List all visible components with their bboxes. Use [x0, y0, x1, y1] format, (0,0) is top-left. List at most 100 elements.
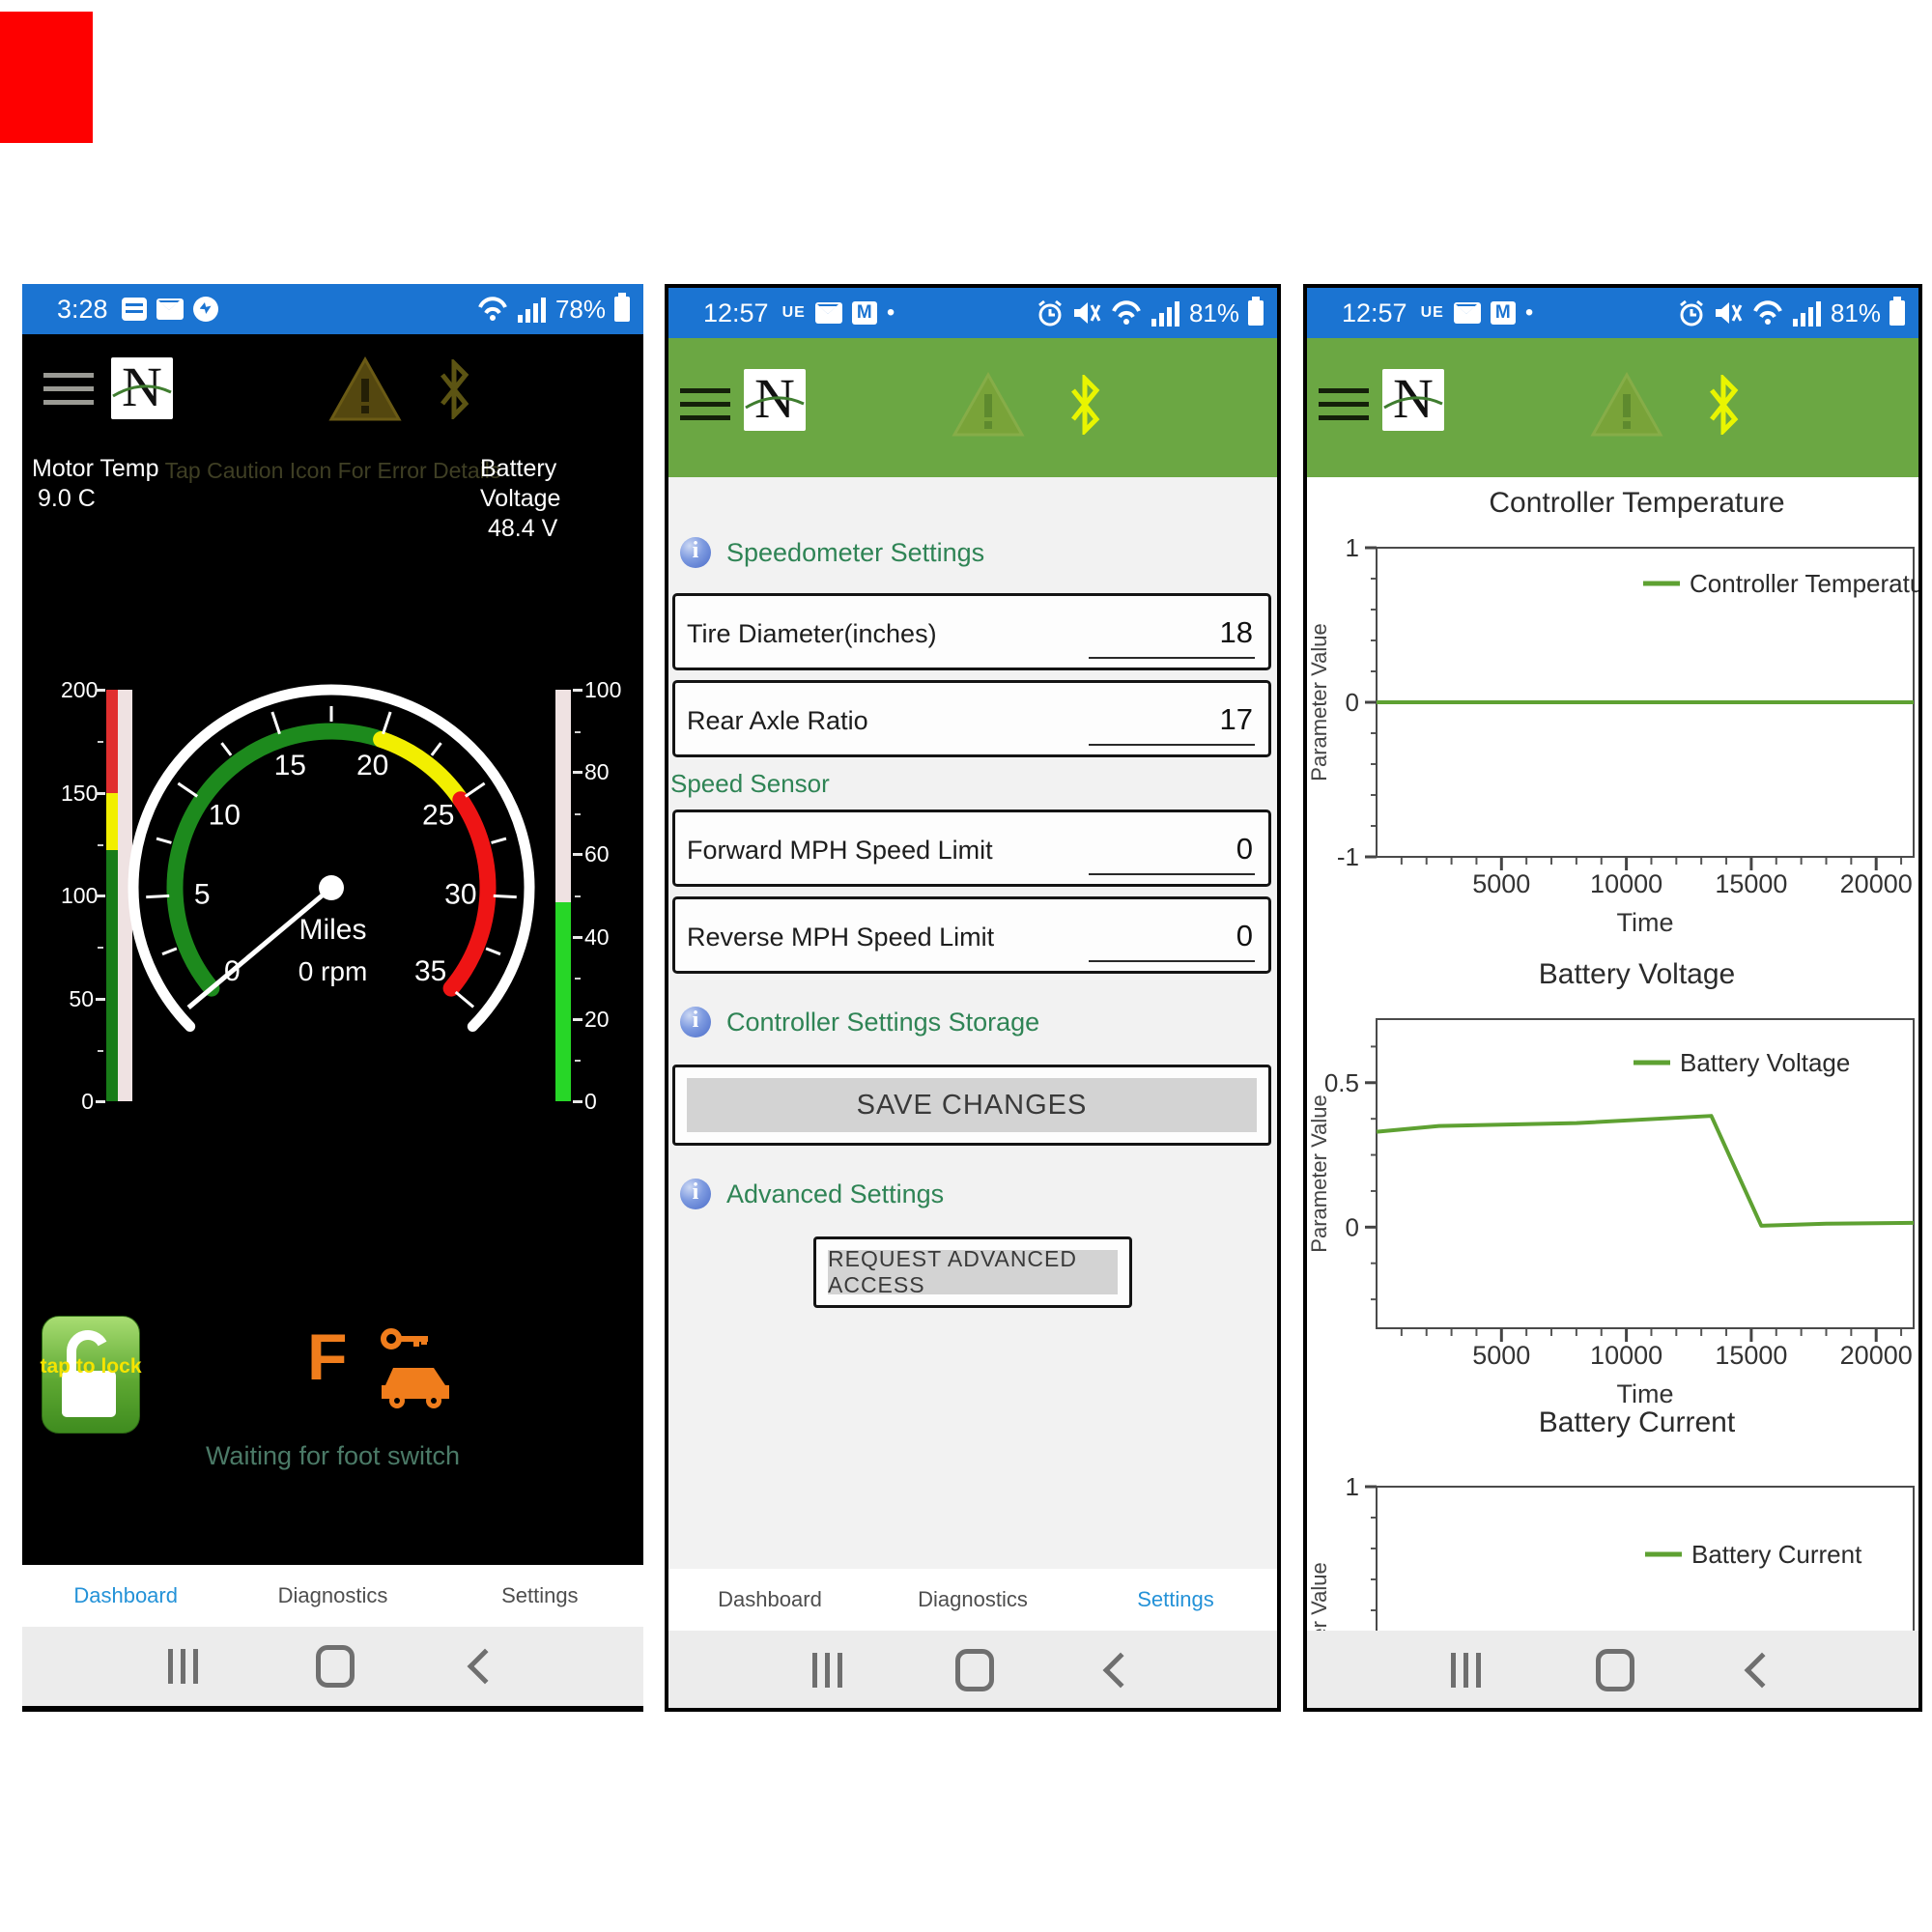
svg-text:Controller Temperature: Controller Temperature	[1690, 569, 1918, 598]
nav-tab-settings[interactable]: Settings	[1137, 1587, 1214, 1611]
controller-storage-section: Controller Settings Storage	[680, 1007, 1039, 1037]
recents-button[interactable]	[811, 1653, 842, 1688]
motor-temp-value: 9.0 C	[38, 485, 96, 512]
android-nav-bar	[22, 1627, 643, 1706]
chart-title-battery-voltage: Battery Voltage	[1538, 958, 1736, 990]
svg-text:15000: 15000	[1715, 869, 1787, 898]
nav-tab-diagnostics[interactable]: Diagnostics	[918, 1587, 1028, 1611]
nav-tab-settings[interactable]: Settings	[501, 1583, 579, 1607]
battery-icon	[614, 293, 630, 322]
caution-icon[interactable]	[1589, 371, 1664, 439]
app-bottom-nav: Dashboard Diagnostics Settings	[668, 1569, 1277, 1631]
request-advanced-access-label: REQUEST ADVANCED ACCESS	[828, 1246, 1118, 1297]
field-value[interactable]: 0	[1236, 919, 1253, 952]
app-logo: N	[744, 369, 806, 431]
battery-percent-text: 81%	[1188, 298, 1239, 327]
section-label: Controller Settings Storage	[726, 1007, 1040, 1037]
android-nav-bar	[668, 1631, 1277, 1708]
android-nav-bar	[1307, 1631, 1918, 1708]
svg-text:10000: 10000	[1590, 869, 1662, 898]
battery-voltage-readout: Battery Voltage 48.4 V	[480, 454, 643, 544]
home-button[interactable]	[316, 1645, 355, 1688]
recents-button[interactable]	[1451, 1653, 1482, 1688]
caution-hint-text: Tap Caution Icon For Error Details	[164, 458, 501, 483]
battery-icon	[1889, 297, 1905, 326]
field-label: Rear Axle Ratio	[687, 706, 868, 735]
gear-indicator: F	[307, 1321, 348, 1394]
phone-diagnostics: 12:57 UE M •	[1303, 284, 1922, 1712]
svg-text:20: 20	[356, 750, 388, 781]
field-value[interactable]: 17	[1219, 702, 1253, 736]
chart-title-battery-current: Battery Current	[1538, 1406, 1736, 1438]
wifi-icon	[1753, 300, 1782, 325]
info-icon[interactable]	[680, 1007, 711, 1037]
phone-dashboard: 3:28 78%	[22, 284, 643, 1712]
info-icon[interactable]	[680, 537, 711, 568]
back-button[interactable]	[1102, 1652, 1139, 1689]
status-bar: 12:57 UE M •	[668, 288, 1277, 338]
advanced-settings-section: Advanced Settings	[680, 1179, 944, 1209]
svg-text:25: 25	[422, 800, 454, 832]
svg-text:30: 30	[444, 879, 476, 911]
field-value[interactable]: 0	[1236, 832, 1253, 866]
clock-text: 12:57	[1342, 298, 1407, 327]
alarm-icon	[1038, 299, 1062, 327]
bluetooth-icon[interactable]	[1068, 375, 1101, 435]
recents-button[interactable]	[168, 1649, 198, 1684]
menu-button[interactable]	[1319, 388, 1369, 427]
bluetooth-icon[interactable]	[438, 359, 470, 419]
svg-text:20000: 20000	[1840, 869, 1913, 898]
status-bar: 3:28 78%	[22, 284, 643, 334]
svg-text:Time: Time	[1617, 908, 1674, 937]
signal-strength-icon	[1151, 301, 1179, 327]
nav-tab-diagnostics[interactable]: Diagnostics	[277, 1583, 388, 1607]
menu-button[interactable]	[43, 373, 94, 412]
red-corner-marker	[0, 12, 93, 143]
caution-icon[interactable]	[327, 355, 403, 423]
home-button[interactable]	[955, 1649, 995, 1691]
rear-axle-ratio-field: Rear Axle Ratio 17	[672, 680, 1271, 757]
section-label: Advanced Settings	[726, 1179, 945, 1208]
bluetooth-icon[interactable]	[1707, 375, 1740, 435]
app-header: N	[668, 338, 1277, 477]
caution-icon[interactable]	[951, 371, 1026, 439]
request-advanced-access-button[interactable]: REQUEST ADVANCED ACCESS	[813, 1236, 1132, 1308]
clock-text: 12:57	[703, 298, 769, 327]
forward-speed-limit-field: Forward MPH Speed Limit 0	[672, 810, 1271, 887]
car-key-icon	[381, 1328, 449, 1408]
home-button[interactable]	[1595, 1649, 1634, 1691]
open-padlock-icon	[62, 1330, 116, 1417]
gauge-unit-label: Miles	[298, 914, 367, 946]
nav-tab-dashboard[interactable]: Dashboard	[718, 1587, 822, 1611]
svg-text:5000: 5000	[1472, 1341, 1530, 1370]
app-header: N	[22, 334, 643, 458]
back-button[interactable]	[1744, 1652, 1780, 1689]
back-button[interactable]	[467, 1648, 503, 1685]
settings-content: Speedometer Settings Tire Diameter(inche…	[668, 477, 1277, 1708]
speedometer-settings-section: Speedometer Settings	[680, 537, 984, 568]
status-bar: 12:57 UE M •	[1307, 288, 1918, 338]
svg-text:Parameter Value: Parameter Value	[1307, 623, 1331, 781]
signal-strength-icon	[517, 298, 546, 323]
field-value[interactable]: 18	[1219, 615, 1253, 649]
info-icon[interactable]	[680, 1179, 711, 1209]
nav-tab-dashboard[interactable]: Dashboard	[73, 1583, 178, 1607]
speed-sensor-label: Speed Sensor	[670, 769, 830, 798]
save-changes-button[interactable]: SAVE CHANGES	[672, 1065, 1271, 1146]
field-label: Forward MPH Speed Limit	[687, 836, 993, 865]
svg-text:0.5: 0.5	[1324, 1068, 1359, 1097]
menu-button[interactable]	[680, 388, 730, 427]
notification-dot: •	[886, 299, 895, 326]
svg-text:0: 0	[1346, 1212, 1359, 1241]
svg-text:-1: -1	[1337, 842, 1359, 871]
svg-text:Parameter Value: Parameter Value	[1307, 1094, 1331, 1252]
wifi-icon	[1112, 300, 1141, 325]
svg-text:20000: 20000	[1840, 1341, 1913, 1370]
app-bottom-nav: Dashboard Diagnostics Settings	[22, 1565, 643, 1627]
section-label: Speedometer Settings	[726, 537, 985, 567]
phone-settings: 12:57 UE M •	[665, 284, 1281, 1712]
tire-diameter-field: Tire Diameter(inches) 18	[672, 593, 1271, 670]
save-changes-label: SAVE CHANGES	[687, 1078, 1257, 1132]
tap-to-lock-button[interactable]: tap to lock	[40, 1316, 142, 1434]
